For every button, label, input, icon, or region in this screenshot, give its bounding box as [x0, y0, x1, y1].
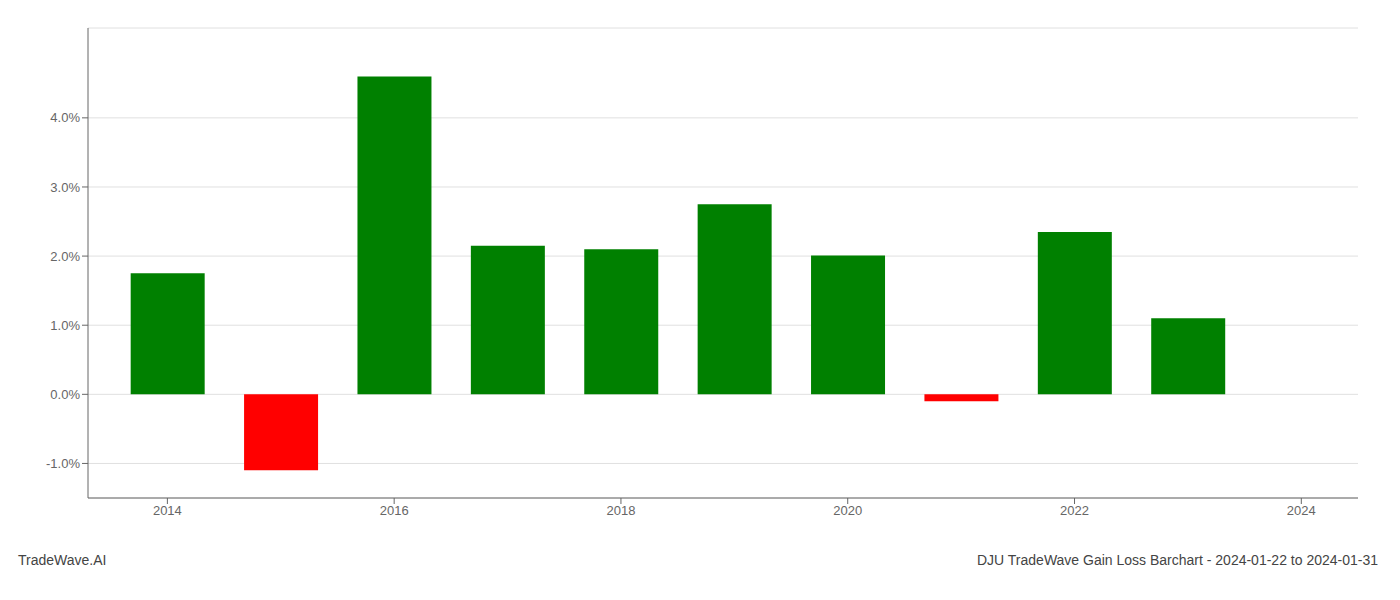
- svg-text:2014: 2014: [153, 503, 182, 518]
- svg-text:2024: 2024: [1287, 503, 1316, 518]
- svg-text:2020: 2020: [833, 503, 862, 518]
- svg-text:0.0%: 0.0%: [50, 387, 80, 402]
- svg-text:-1.0%: -1.0%: [46, 456, 80, 471]
- svg-text:1.0%: 1.0%: [50, 318, 80, 333]
- svg-text:2016: 2016: [380, 503, 409, 518]
- html-text:DJU TradeWave Gain Loss Barcha: DJU TradeWave Gain Loss Barchart - 2024-…: [977, 552, 1378, 568]
- svg-text:4.0%: 4.0%: [50, 110, 80, 125]
- html-text:TradeWave.AI: TradeWave.AI: [18, 552, 107, 568]
- svg-text:2022: 2022: [1060, 503, 1089, 518]
- svg-text:2.0%: 2.0%: [50, 249, 80, 264]
- svg-text:2018: 2018: [606, 503, 635, 518]
- svg-text:3.0%: 3.0%: [50, 180, 80, 195]
